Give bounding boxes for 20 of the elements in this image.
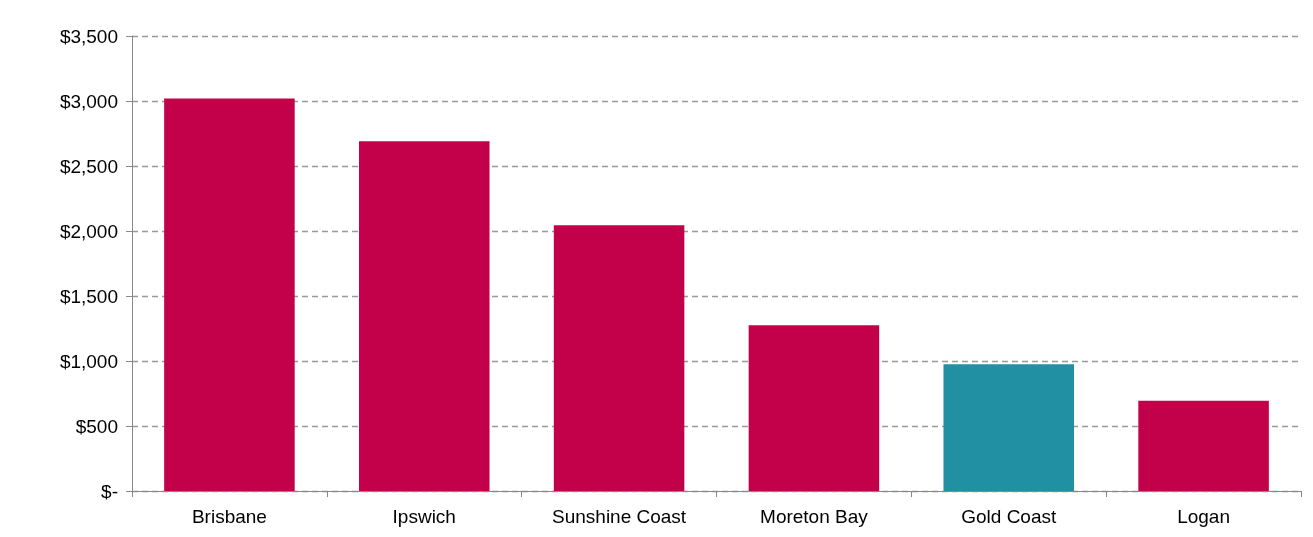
bar bbox=[553, 225, 685, 491]
y-tick-label: $2,500 bbox=[59, 155, 118, 177]
bar bbox=[164, 98, 295, 491]
y-tick-label: $- bbox=[101, 480, 118, 502]
x-tick-label: Logan bbox=[1177, 506, 1231, 527]
y-tick-label: $1,000 bbox=[59, 350, 118, 372]
x-tick-label: Ipswich bbox=[392, 506, 456, 527]
y-tick-label: $500 bbox=[75, 415, 118, 437]
y-tick-label: $2,000 bbox=[59, 220, 118, 242]
y-tick-label: $1,500 bbox=[59, 285, 118, 307]
y-tick-label: $3,000 bbox=[59, 90, 118, 112]
x-tick-label: Gold Coast bbox=[961, 506, 1057, 527]
x-tick-label: Sunshine Coast bbox=[552, 506, 687, 527]
bar bbox=[943, 364, 1075, 491]
y-tick-label: $3,500 bbox=[59, 25, 118, 47]
bar bbox=[1138, 400, 1269, 491]
bar bbox=[358, 141, 490, 491]
x-tick-label: Brisbane bbox=[191, 506, 267, 527]
x-tick-label: Moreton Bay bbox=[760, 506, 869, 527]
bar bbox=[748, 325, 880, 491]
